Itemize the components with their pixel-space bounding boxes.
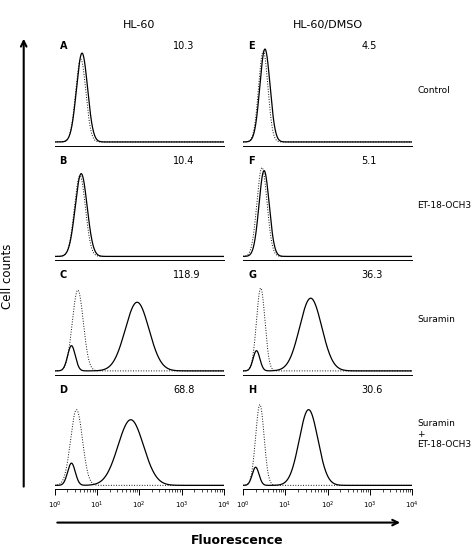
Text: G: G xyxy=(248,270,256,280)
Text: 10.4: 10.4 xyxy=(173,156,194,166)
Text: H: H xyxy=(248,385,256,395)
Text: Control: Control xyxy=(417,86,450,96)
Text: 5.1: 5.1 xyxy=(362,156,377,166)
Text: B: B xyxy=(60,156,67,166)
Text: A: A xyxy=(60,41,67,51)
Text: F: F xyxy=(248,156,255,166)
Text: 36.3: 36.3 xyxy=(362,270,383,280)
Text: Fluorescence: Fluorescence xyxy=(191,534,283,547)
Text: ET-18-OCH3: ET-18-OCH3 xyxy=(417,201,471,210)
Text: C: C xyxy=(60,270,67,280)
Text: 30.6: 30.6 xyxy=(362,385,383,395)
Text: E: E xyxy=(248,41,255,51)
Text: Cell counts: Cell counts xyxy=(0,244,14,309)
Text: 4.5: 4.5 xyxy=(362,41,377,51)
Text: 118.9: 118.9 xyxy=(173,270,201,280)
Text: Suramin
+
ET-18-OCH3: Suramin + ET-18-OCH3 xyxy=(417,420,471,449)
Text: HL-60/DMSO: HL-60/DMSO xyxy=(292,20,363,30)
Text: Suramin: Suramin xyxy=(417,315,455,325)
Text: 10.3: 10.3 xyxy=(173,41,194,51)
Text: D: D xyxy=(60,385,68,395)
Text: HL-60: HL-60 xyxy=(123,20,155,30)
Text: 68.8: 68.8 xyxy=(173,385,194,395)
